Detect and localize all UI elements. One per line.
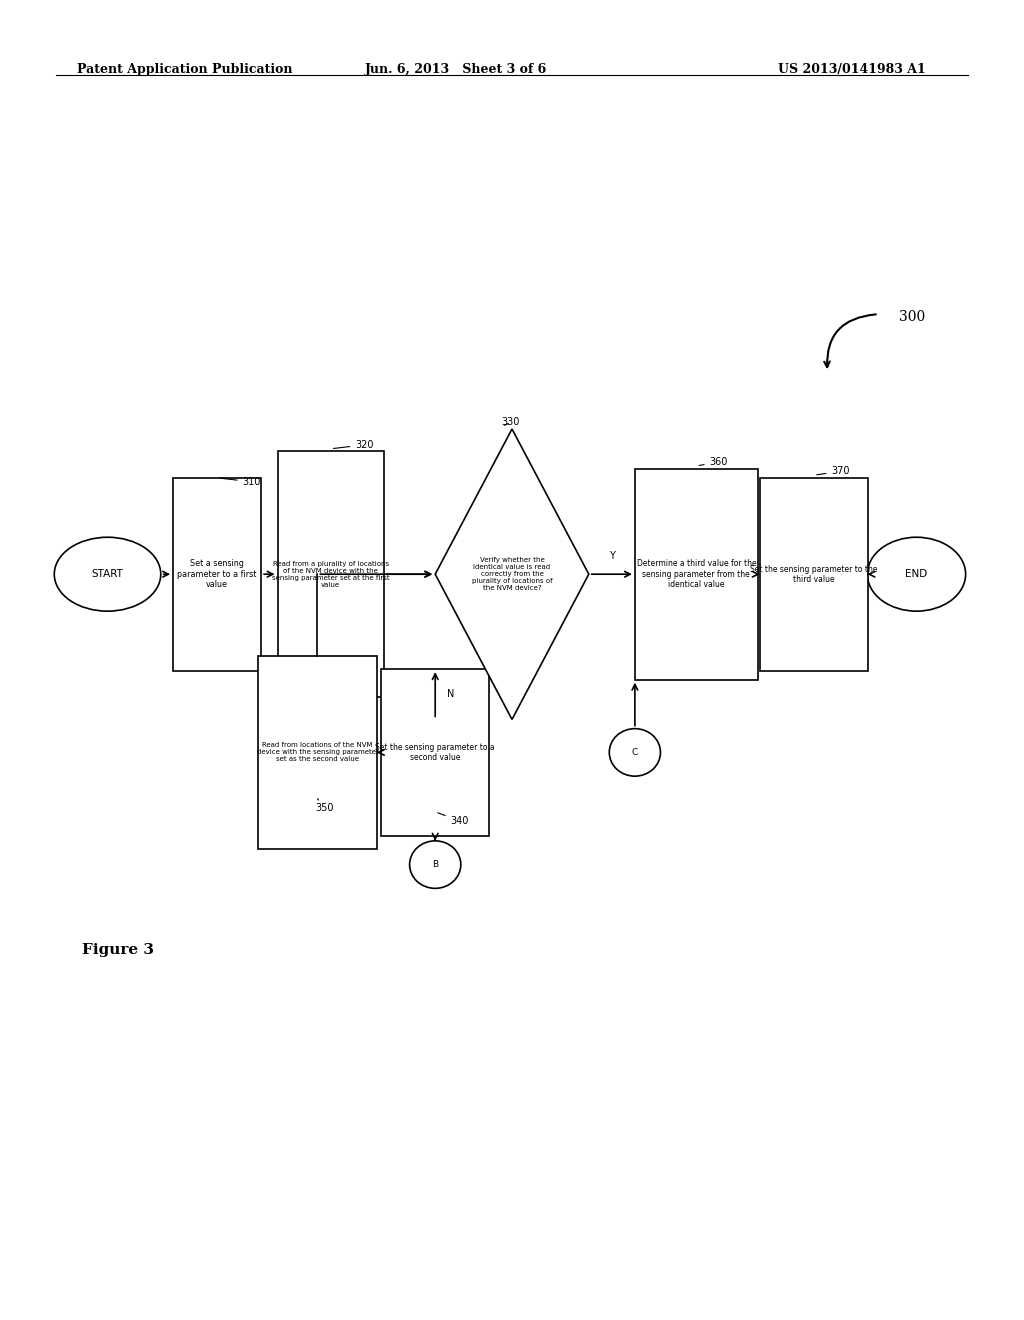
- Text: Determine a third value for the
sensing parameter from the
identical value: Determine a third value for the sensing …: [637, 560, 756, 589]
- Text: Set a sensing
parameter to a first
value: Set a sensing parameter to a first value: [177, 560, 257, 589]
- Text: Set the sensing parameter to the
third value: Set the sensing parameter to the third v…: [751, 565, 878, 583]
- Text: 300: 300: [899, 310, 926, 323]
- Text: Patent Application Publication: Patent Application Publication: [77, 63, 292, 77]
- Text: 350: 350: [315, 799, 334, 813]
- Text: Read from locations of the NVM
device with the sensing parameter
set as the seco: Read from locations of the NVM device wi…: [256, 742, 379, 763]
- Bar: [760, 478, 868, 671]
- Text: 370: 370: [817, 466, 850, 477]
- Ellipse shape: [867, 537, 966, 611]
- Text: 310: 310: [220, 477, 261, 487]
- Text: Read from a plurality of locations
of the NVM device with the
sensing parameter : Read from a plurality of locations of th…: [272, 561, 389, 587]
- Bar: [635, 469, 758, 680]
- Text: Verify whether the
identical value is read
correctly from the
plurality of locat: Verify whether the identical value is re…: [472, 557, 552, 591]
- Text: Set the sensing parameter to a
second value: Set the sensing parameter to a second va…: [376, 743, 495, 762]
- Bar: [258, 656, 377, 849]
- Text: END: END: [905, 569, 928, 579]
- Text: 340: 340: [438, 813, 469, 826]
- Text: Jun. 6, 2013   Sheet 3 of 6: Jun. 6, 2013 Sheet 3 of 6: [365, 63, 547, 77]
- Bar: [278, 451, 384, 697]
- Text: N: N: [447, 689, 455, 700]
- Bar: [173, 478, 261, 671]
- Text: Figure 3: Figure 3: [82, 944, 154, 957]
- Ellipse shape: [410, 841, 461, 888]
- Ellipse shape: [609, 729, 660, 776]
- Text: B: B: [432, 861, 438, 869]
- Text: 330: 330: [502, 417, 520, 428]
- Text: Y: Y: [609, 550, 614, 561]
- Text: C: C: [632, 748, 638, 756]
- Polygon shape: [435, 429, 589, 719]
- Text: START: START: [91, 569, 124, 579]
- Ellipse shape: [54, 537, 161, 611]
- Bar: [381, 669, 489, 836]
- Text: 360: 360: [699, 457, 728, 467]
- Text: 320: 320: [334, 440, 374, 450]
- Text: US 2013/0141983 A1: US 2013/0141983 A1: [778, 63, 926, 77]
